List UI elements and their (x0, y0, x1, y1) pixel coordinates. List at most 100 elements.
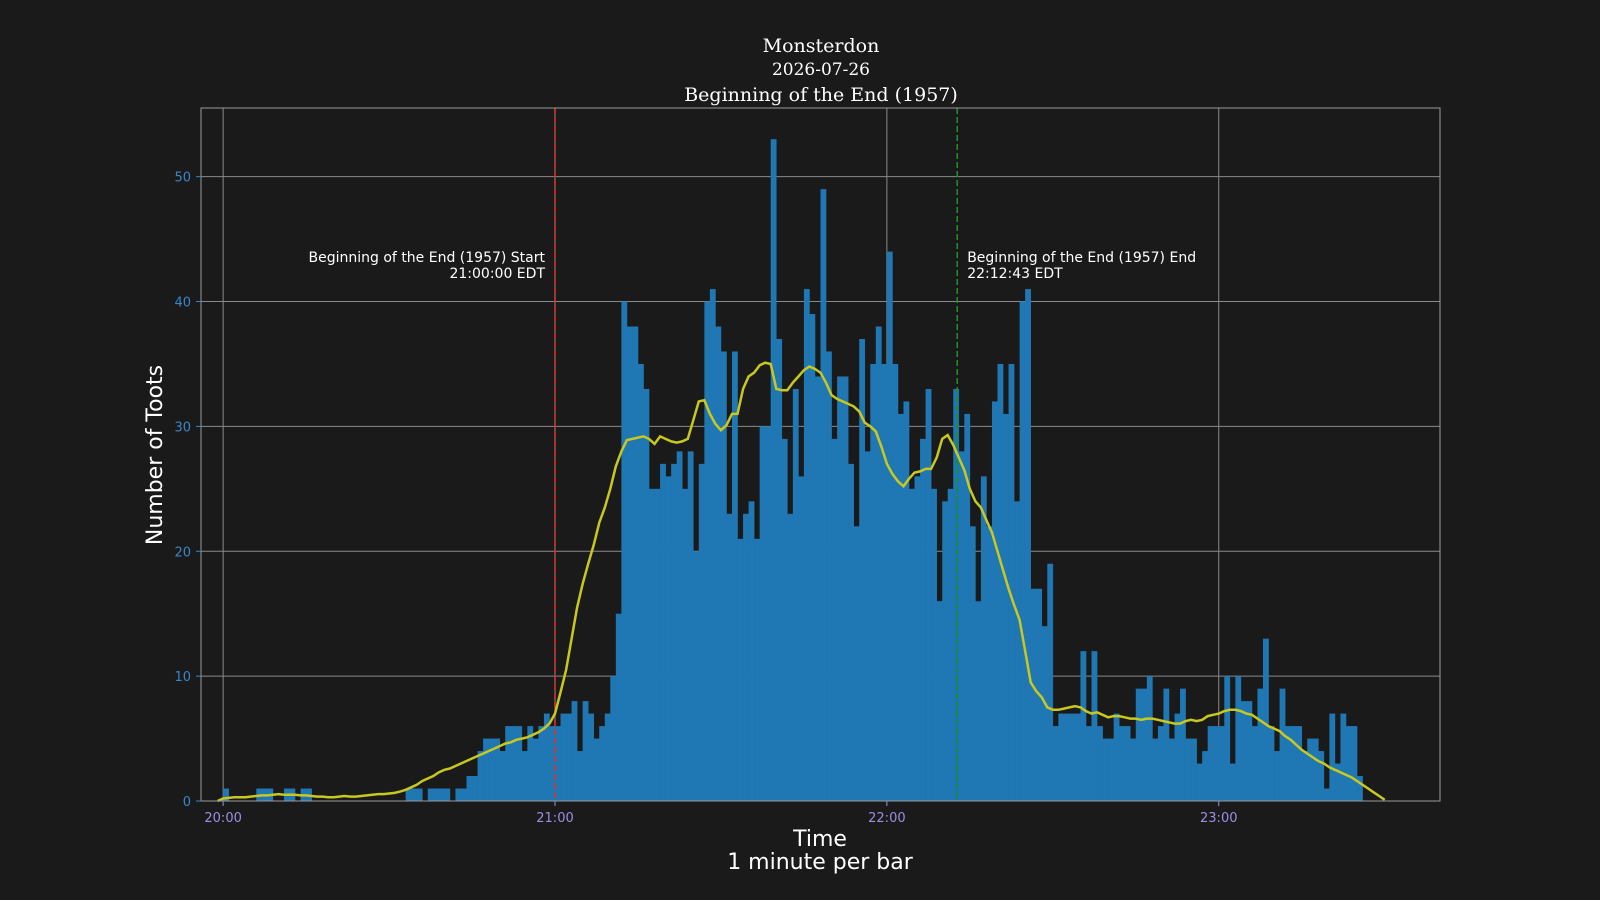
bar-84 (687, 451, 694, 801)
bar-200 (1329, 713, 1336, 801)
bar-72 (621, 301, 628, 801)
bar-178 (1207, 726, 1214, 801)
bar-114 (853, 526, 860, 801)
bar-90 (720, 351, 727, 801)
bar-85 (693, 551, 700, 801)
bar-42 (455, 788, 462, 801)
bar-190 (1274, 751, 1280, 801)
x-tick-label-3: 23:00 (1200, 811, 1237, 826)
bar-136 (975, 601, 982, 801)
y-tick-label-1: 10 (174, 670, 191, 685)
y-tick-label-4: 40 (174, 296, 191, 311)
bar-109 (826, 351, 832, 801)
bar-173 (1180, 688, 1186, 801)
chart-title: Monsterdon (763, 35, 880, 57)
bar-97 (759, 426, 766, 801)
bar-182 (1229, 763, 1236, 801)
bar-148 (1041, 626, 1048, 801)
bar-37 (427, 788, 434, 801)
bar-149 (1047, 563, 1054, 801)
annotations: Beginning of the End (1957) Start21:00:0… (309, 250, 1197, 282)
bar-93 (737, 538, 744, 801)
bar-46 (477, 751, 484, 801)
bar-52 (510, 726, 517, 801)
bar-81 (671, 463, 677, 801)
bar-189 (1268, 726, 1275, 801)
bar-76 (643, 388, 650, 801)
bar-187 (1257, 688, 1264, 801)
bar-73 (626, 326, 633, 801)
chart-subtitle: 2026-07-26 (772, 60, 870, 80)
bar-181 (1224, 676, 1231, 801)
bar-120 (886, 251, 893, 801)
x-axis-sublabel: 1 minute per bar (727, 850, 914, 875)
bar-186 (1251, 726, 1258, 801)
bar-198 (1318, 751, 1325, 801)
bar-202 (1340, 713, 1347, 801)
bar-65 (582, 701, 589, 801)
y-tick-label-3: 30 (174, 420, 191, 435)
bar-56 (532, 738, 539, 801)
bar-105 (803, 289, 810, 801)
bar-176 (1196, 763, 1203, 801)
bar-192 (1285, 726, 1291, 801)
rolling-average-line (217, 361, 1386, 803)
bar-51 (505, 726, 512, 801)
bar-89 (715, 326, 722, 801)
bar-115 (859, 339, 866, 801)
bar-134 (964, 413, 971, 801)
bar-49 (494, 738, 500, 801)
bar-59 (549, 726, 556, 801)
annotation-0-line1: Beginning of the End (1957) Start (309, 250, 546, 266)
bar-180 (1218, 726, 1225, 801)
bar-100 (776, 339, 783, 801)
bar-45 (472, 776, 478, 801)
bar-75 (637, 363, 644, 801)
x-tick-label-2: 22:00 (868, 811, 905, 826)
bar-163 (1124, 726, 1131, 801)
bar-77 (649, 488, 655, 801)
bar-137 (980, 476, 987, 801)
bar-80 (665, 476, 672, 801)
bar-94 (743, 513, 749, 801)
bar-162 (1119, 726, 1126, 801)
bar-95 (748, 501, 755, 801)
bar-166 (1141, 688, 1148, 801)
bar-99 (770, 139, 777, 802)
bar-70 (610, 676, 617, 801)
bar-170 (1163, 688, 1170, 801)
bar-142 (1008, 363, 1015, 801)
bar-87 (704, 301, 711, 801)
bar-132 (953, 388, 960, 801)
bar-102 (787, 513, 794, 801)
bar-108 (820, 189, 827, 801)
bar-78 (654, 488, 661, 801)
bar-54 (521, 751, 528, 801)
bar-156 (1086, 726, 1092, 801)
bar-68 (599, 726, 606, 801)
bar-195 (1301, 751, 1308, 801)
bar-71 (615, 613, 622, 801)
bar-79 (660, 463, 666, 801)
bar-88 (709, 289, 716, 801)
bar-141 (1003, 413, 1009, 801)
bar-184 (1240, 701, 1247, 801)
bar-151 (1058, 713, 1065, 801)
bar-107 (814, 376, 821, 801)
bar-145 (1025, 289, 1031, 801)
bar-53 (516, 726, 523, 801)
bar-44 (466, 776, 473, 801)
bar-154 (1074, 713, 1081, 801)
bar-161 (1113, 713, 1120, 801)
y-tick-label-0: 0 (183, 795, 191, 810)
annotation-0-line2: 21:00:00 EDT (449, 266, 545, 282)
bar-193 (1290, 726, 1297, 801)
bar-35 (416, 788, 423, 801)
bar-130 (942, 501, 949, 801)
bar-168 (1152, 738, 1159, 801)
bar-138 (986, 526, 993, 801)
bar-174 (1185, 738, 1192, 801)
bar-38 (433, 788, 440, 801)
bar-157 (1091, 651, 1098, 801)
